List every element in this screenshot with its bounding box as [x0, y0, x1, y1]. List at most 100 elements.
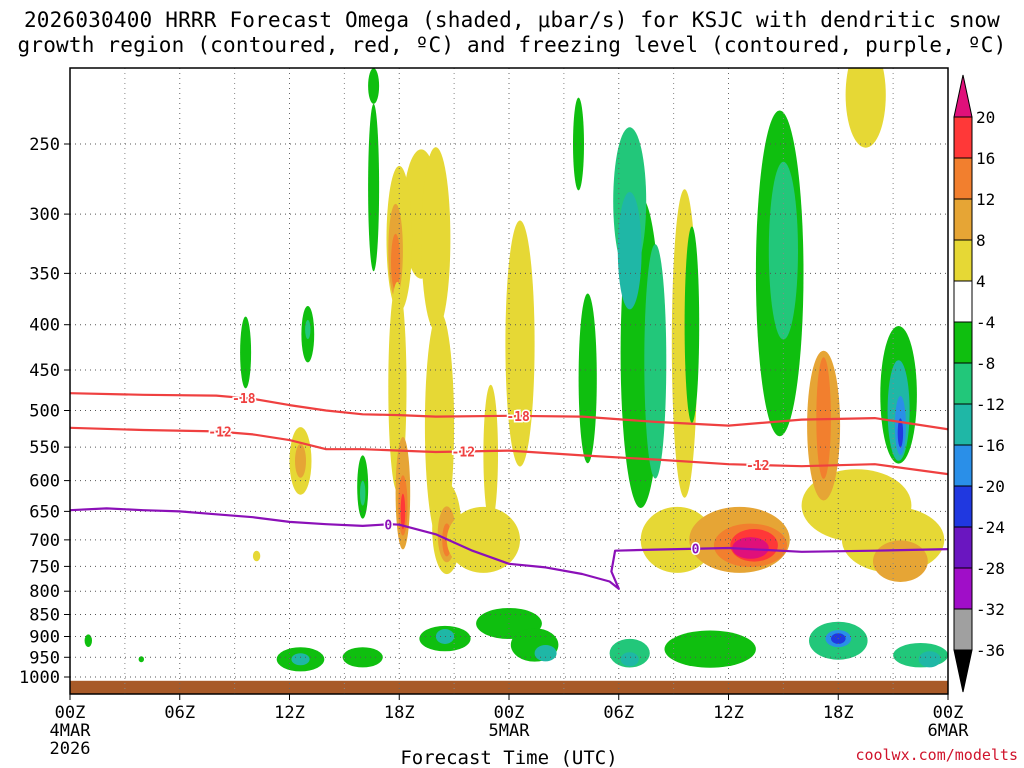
colorbar-bin-4 — [953, 239, 973, 282]
omega-cell-17 — [421, 147, 451, 331]
colorbar-label-8: -16 — [976, 436, 1005, 455]
contour-label--18-1: -18 — [506, 410, 530, 425]
contour-label-0-0: 0 — [384, 518, 392, 533]
x-tick-date-4: 5MAR — [489, 721, 531, 741]
omega-cell-18 — [424, 311, 455, 540]
colorbar-label-0: 20 — [976, 108, 995, 127]
x-tick-label-2: 12Z — [274, 703, 305, 723]
omega-cell-8 — [391, 233, 401, 291]
omega-cell-14 — [360, 480, 366, 506]
omega-cell-65 — [918, 651, 941, 668]
omega-cell-26 — [573, 97, 584, 191]
omega-cell-47 — [897, 418, 904, 448]
colorbar-bin-7 — [953, 362, 973, 405]
y-tick-label-350: 350 — [29, 264, 60, 284]
colorbar-label-6: -8 — [976, 354, 995, 373]
contour-label--12-1: -12 — [452, 446, 475, 461]
colorbar-bottom-cap — [953, 649, 973, 693]
omega-cell-16 — [295, 444, 306, 478]
omega-cell-57 — [342, 647, 383, 668]
colorbar-label-12: -32 — [976, 600, 1005, 619]
omega-cell-23 — [505, 220, 535, 467]
x-tick-label-4: 00Z — [494, 703, 525, 723]
credit-text: coolwx.com/modelts — [855, 746, 1018, 764]
omega-cell-32 — [684, 226, 700, 423]
colorbar-label-7: -12 — [976, 395, 1005, 414]
contours: -18 -18 -12 -12 -12 0 0 — [70, 391, 948, 590]
colorbar-label-13: -36 — [976, 641, 1005, 660]
omega-cell-54 — [534, 645, 557, 662]
chart-title-line-1: 2026030400 HRRR Forecast Omega (shaded, … — [23, 8, 1001, 32]
colorbar: 20 16 12 8 4 -4 -8 -12 -16 -20 -24 -28 -32 -36 — [953, 74, 1005, 693]
omega-cell-34 — [768, 161, 799, 340]
colorbar-bin-11 — [953, 526, 973, 569]
omega-cell-29 — [617, 192, 642, 310]
y-tick-label-750: 750 — [29, 557, 60, 577]
omega-cell-68 — [252, 550, 261, 562]
x-tick-label-7: 18Z — [823, 703, 854, 723]
omega-cell-24 — [483, 384, 499, 524]
colorbar-label-1: 16 — [976, 149, 995, 168]
y-tick-label-400: 400 — [29, 316, 60, 336]
omega-cell-37 — [640, 506, 714, 573]
contour-label--12-2: -12 — [746, 459, 769, 474]
omega-shading — [84, 68, 948, 672]
colorbar-bin-6 — [953, 321, 973, 364]
y-tick-label-700: 700 — [29, 531, 60, 551]
contour--18 — [70, 392, 948, 431]
omega-cell-2 — [305, 320, 311, 339]
x-tick-date-8: 6MAR — [928, 721, 970, 741]
omega-cell-0 — [240, 316, 252, 389]
contour-label--12-0: -12 — [208, 426, 231, 441]
colorbar-bin-9 — [953, 444, 973, 487]
omega-cell-3 — [368, 103, 380, 272]
colorbar-label-4: 4 — [976, 272, 986, 291]
omega-cell-4 — [368, 68, 380, 104]
x-tick-label-3: 18Z — [384, 703, 415, 723]
ground-strip — [70, 680, 948, 694]
omega-cell-41 — [732, 537, 769, 559]
omega-cell-67 — [138, 656, 144, 663]
chart-title-line-2: growth region (contoured, red, ºC) and f… — [17, 33, 1007, 57]
colorbar-top-cap — [953, 74, 973, 118]
y-tick-label-450: 450 — [29, 361, 60, 381]
x-tick-label-8: 00Z — [933, 703, 964, 723]
colorbar-bin-5 — [953, 280, 973, 323]
y-tick-label-800: 800 — [29, 582, 60, 602]
y-tick-label-250: 250 — [29, 135, 60, 155]
omega-cell-66 — [84, 634, 93, 647]
y-tick-label-850: 850 — [29, 606, 60, 626]
ground-rect — [70, 680, 948, 694]
omega-cell-25 — [578, 293, 597, 464]
x-tick-label-6: 12Z — [713, 703, 744, 723]
x-axis-label: Forecast Time (UTC) — [400, 747, 617, 768]
colorbar-bin-8 — [953, 403, 973, 446]
y-tick-label-1000: 1000 — [19, 668, 60, 688]
colorbar-label-10: -24 — [976, 518, 1005, 537]
colorbar-label-11: -28 — [976, 559, 1005, 578]
x-tick-date-0: 4MAR — [50, 721, 92, 741]
colorbar-label-3: 8 — [976, 231, 986, 250]
y-tick-label-650: 650 — [29, 502, 60, 522]
omega-cell-49 — [873, 540, 928, 582]
colorbar-label-5: -4 — [976, 313, 995, 332]
colorbar-bin-10 — [953, 485, 973, 528]
contour-0 — [70, 507, 948, 590]
y-tick-label-550: 550 — [29, 438, 60, 458]
colorbar-bin-2 — [953, 157, 973, 200]
omega-cell-35 — [845, 68, 886, 148]
axes: 2503003504004505005506006507007508008509… — [19, 67, 970, 759]
omega-cell-12 — [400, 493, 406, 530]
contour-label-0-1: 0 — [692, 543, 700, 558]
omega-cell-59 — [620, 652, 639, 667]
colorbar-bin-13 — [953, 608, 973, 651]
contour-label--18-0: -18 — [232, 392, 256, 407]
y-tick-label-300: 300 — [29, 205, 60, 225]
y-tick-label-600: 600 — [29, 472, 60, 492]
omega-cell-60 — [664, 630, 756, 668]
y-tick-label-900: 900 — [29, 628, 60, 648]
x-tick-label-5: 06Z — [603, 703, 634, 723]
colorbar-label-9: -20 — [976, 477, 1005, 496]
